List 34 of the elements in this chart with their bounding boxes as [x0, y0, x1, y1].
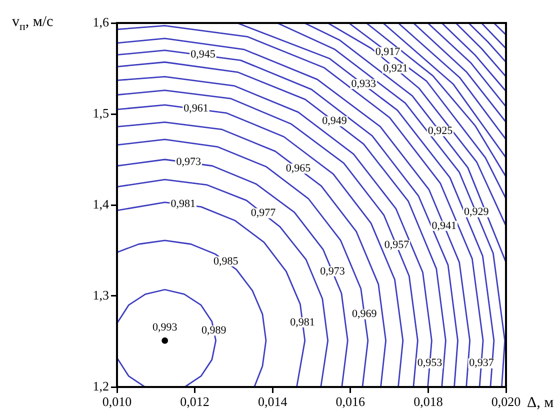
annotation: 0,985 — [214, 255, 239, 268]
y-tick-label: 1,2 — [92, 378, 109, 394]
x-tick-label: 0,014 — [258, 394, 288, 410]
annotation: 0,917 — [375, 46, 401, 58]
annotation: 0,921 — [383, 62, 408, 74]
annotation: 0,981 — [290, 316, 315, 328]
annotation: 0,957 — [384, 238, 410, 251]
y-tick-label: 1,3 — [92, 287, 109, 302]
y-tick-label: 1,6 — [92, 14, 110, 30]
annotation: 0,973 — [176, 156, 202, 168]
annotation: 0,973 — [320, 265, 346, 278]
annotation: 0,969 — [352, 308, 378, 320]
x-tick-label: 0,010 — [102, 394, 132, 410]
annotation: 0,937 — [469, 357, 494, 370]
annotation: 0,933 — [351, 78, 376, 90]
annotation: 0,941 — [432, 220, 457, 232]
annotation: 0,929 — [464, 206, 490, 218]
y-tick-label: 1,4 — [92, 196, 110, 212]
x-tick-label: 0,018 — [414, 394, 443, 410]
annotation: 0,953 — [417, 357, 443, 370]
annotation: 0,945 — [190, 48, 216, 61]
x-axis-title: Δ, м — [527, 395, 554, 411]
x-tick-label: 0,020 — [491, 394, 521, 410]
annotation: 0,993 — [152, 321, 178, 334]
x-tick-label: 0,012 — [180, 394, 210, 410]
annotation: 0,949 — [322, 115, 348, 128]
y-tick-label: 1,5 — [92, 105, 109, 120]
annotation: 0,965 — [286, 162, 312, 174]
annotation: 0,961 — [184, 102, 208, 114]
x-tick-label: 0,016 — [336, 394, 366, 410]
annotation: 0,925 — [428, 125, 454, 138]
annotation: 0,981 — [170, 198, 196, 210]
annotation: 0,977 — [250, 207, 276, 220]
annotation: 0,989 — [201, 324, 227, 336]
